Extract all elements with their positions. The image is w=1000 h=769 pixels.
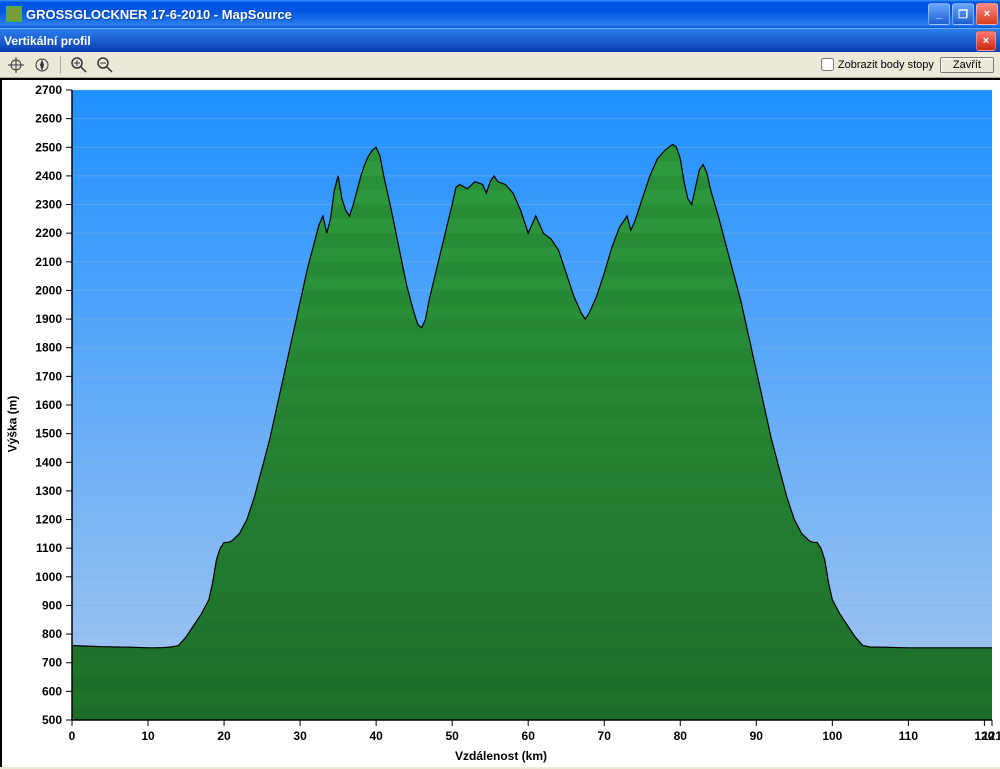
svg-text:2000: 2000 — [35, 283, 62, 297]
svg-text:1200: 1200 — [35, 513, 62, 527]
svg-text:20: 20 — [217, 729, 231, 743]
app-icon — [6, 6, 22, 22]
elevation-chart: 5006007008009001000110012001300140015001… — [2, 80, 1000, 769]
svg-text:100: 100 — [822, 729, 842, 743]
toolbar: Zobrazit body stopy Zavřít — [0, 52, 1000, 78]
svg-text:40: 40 — [369, 729, 383, 743]
close-button[interactable]: Zavřít — [940, 57, 994, 73]
svg-text:60: 60 — [522, 729, 536, 743]
svg-text:2700: 2700 — [35, 83, 62, 97]
locate-button[interactable] — [32, 55, 52, 75]
window-title: GROSSGLOCKNER 17-6-2010 - MapSource — [26, 7, 928, 22]
show-track-points-input[interactable] — [821, 58, 834, 71]
svg-text:50: 50 — [445, 729, 459, 743]
svg-text:1300: 1300 — [35, 484, 62, 498]
panel-title: Vertikální profil — [4, 34, 976, 48]
svg-text:1400: 1400 — [35, 455, 62, 469]
panel-close-button[interactable]: × — [976, 31, 996, 51]
svg-text:30: 30 — [293, 729, 307, 743]
x-axis-label: Vzdálenost (km) — [455, 749, 547, 763]
svg-text:110: 110 — [899, 729, 919, 743]
svg-text:800: 800 — [42, 627, 62, 641]
svg-text:900: 900 — [42, 598, 62, 612]
svg-text:2600: 2600 — [35, 112, 62, 126]
svg-text:2500: 2500 — [35, 140, 62, 154]
minimize-icon: _ — [936, 8, 942, 20]
chart-container: Výška (m) 500600700800900100011001200130… — [0, 78, 1000, 767]
panel-close-icon: × — [983, 35, 989, 47]
svg-text:1500: 1500 — [35, 427, 62, 441]
svg-text:121: 121 — [982, 729, 1000, 743]
zoom-out-button[interactable] — [95, 55, 115, 75]
show-track-points-label: Zobrazit body stopy — [838, 59, 934, 71]
y-axis-label: Výška (m) — [5, 395, 19, 452]
zoom-in-icon — [71, 57, 87, 73]
window-close-button[interactable]: × — [976, 3, 998, 25]
maximize-icon: ❐ — [958, 8, 968, 21]
center-map-button[interactable] — [6, 55, 26, 75]
svg-text:1900: 1900 — [35, 312, 62, 326]
toolbar-separator — [60, 56, 61, 74]
panel-titlebar: Vertikální profil × — [0, 28, 1000, 52]
svg-text:10: 10 — [141, 729, 155, 743]
show-track-points-checkbox[interactable]: Zobrazit body stopy — [821, 58, 934, 71]
svg-text:1000: 1000 — [35, 570, 62, 584]
svg-text:1600: 1600 — [35, 398, 62, 412]
maximize-button[interactable]: ❐ — [952, 3, 974, 25]
svg-text:70: 70 — [598, 729, 612, 743]
svg-text:0: 0 — [69, 729, 76, 743]
crosshair-icon — [8, 57, 24, 73]
svg-text:1100: 1100 — [36, 541, 62, 555]
svg-text:2100: 2100 — [35, 255, 62, 269]
svg-text:1800: 1800 — [35, 341, 62, 355]
svg-text:500: 500 — [42, 713, 62, 727]
main-titlebar: GROSSGLOCKNER 17-6-2010 - MapSource _ ❐ … — [0, 0, 1000, 28]
zoom-out-icon — [97, 57, 113, 73]
compass-icon — [34, 57, 50, 73]
zoom-in-button[interactable] — [69, 55, 89, 75]
window-buttons: _ ❐ × — [928, 3, 998, 25]
svg-text:700: 700 — [42, 656, 62, 670]
svg-text:2200: 2200 — [35, 226, 62, 240]
svg-text:2300: 2300 — [35, 198, 62, 212]
svg-text:90: 90 — [750, 729, 764, 743]
minimize-button[interactable]: _ — [928, 3, 950, 25]
svg-text:80: 80 — [674, 729, 688, 743]
svg-text:600: 600 — [42, 684, 62, 698]
close-icon: × — [984, 8, 990, 20]
svg-text:2400: 2400 — [35, 169, 62, 183]
svg-text:1700: 1700 — [35, 369, 62, 383]
